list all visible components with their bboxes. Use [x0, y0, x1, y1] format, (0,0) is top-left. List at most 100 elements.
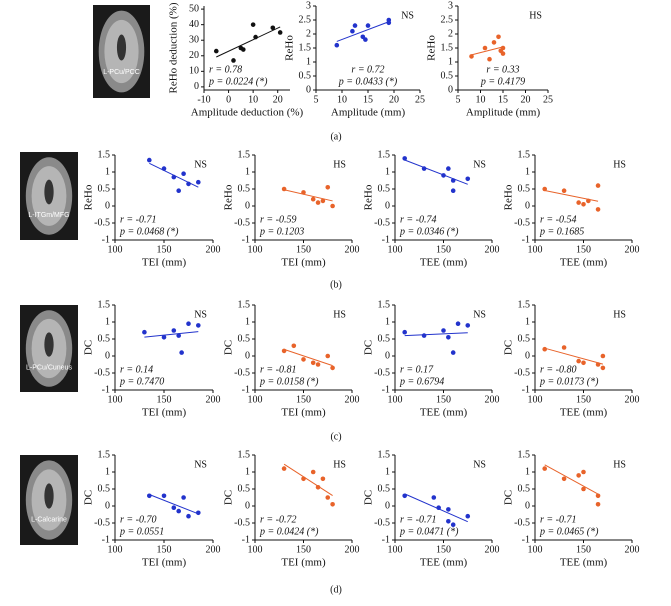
point	[179, 350, 184, 355]
point	[421, 166, 427, 171]
point	[487, 56, 492, 62]
x-axis-label: TEE (mm)	[420, 257, 468, 269]
y-axis-label: ReHo	[83, 184, 95, 210]
y-tick-label: -1	[522, 384, 530, 395]
y-tick-label: 0.5	[518, 183, 531, 194]
x-tick-label: 0	[226, 94, 231, 105]
x-tick-label: 100	[108, 544, 123, 555]
x-tick-label: 10	[476, 94, 486, 105]
point	[176, 188, 181, 193]
panel-label: (c)	[330, 431, 341, 442]
y-tick-label: -0.5	[374, 217, 390, 228]
x-tick-label: 20	[389, 94, 399, 105]
annotation: r = 0.17	[400, 364, 434, 375]
point	[147, 157, 152, 163]
y-tick-label: 20	[189, 50, 199, 61]
group-label: HS	[613, 459, 626, 470]
point	[441, 173, 446, 178]
point	[250, 22, 256, 27]
annotation: r = -0.54	[540, 214, 576, 225]
ventricle	[44, 483, 54, 509]
x-tick-label: 100	[248, 394, 263, 405]
x-tick-label: 100	[528, 544, 543, 555]
point	[402, 493, 408, 499]
x-axis-label: TEI (mm)	[281, 407, 326, 419]
x-tick-label: 200	[206, 244, 221, 255]
x-tick-label: 100	[528, 394, 543, 405]
annotation: r = -0.71	[400, 514, 436, 525]
annotation: r = -0.71	[540, 514, 576, 525]
point	[450, 178, 456, 183]
chart: -1 -0.5 0 0.5 1 1.5 100 150 200 TEI (mm) DC NS r = 0…	[83, 299, 221, 418]
chart: 0 10 20 30 40 50 -10 0 10 20 Amplitude deduction (…	[168, 2, 304, 118]
group-label: NS	[473, 459, 486, 470]
annotation: p = 0.1203	[259, 226, 304, 237]
point	[576, 473, 581, 478]
point	[196, 179, 201, 185]
x-tick-label: 200	[625, 244, 640, 255]
y-tick-label: 1	[245, 466, 250, 477]
fit-line	[283, 189, 333, 202]
point	[595, 183, 601, 188]
point	[421, 333, 427, 338]
x-tick-label: 150	[296, 544, 311, 555]
chart: -1 -0.5 0 0.5 1 1.5 100 150 200 TEE (mm) DC HS r = -…	[503, 449, 640, 568]
y-tick-label: 1.5	[238, 449, 251, 460]
point	[595, 502, 601, 507]
brain-image: L-Calcarine	[20, 455, 78, 545]
y-tick-label: -0.5	[514, 367, 530, 378]
fit-line	[283, 463, 333, 496]
point	[186, 321, 191, 327]
y-tick-label: 1.5	[378, 299, 391, 310]
y-tick-label: 1	[105, 316, 110, 327]
point	[301, 357, 306, 362]
group-label: HS	[613, 159, 626, 170]
y-tick-label: 0.5	[378, 183, 391, 194]
point	[291, 343, 297, 349]
chart: -1 -0.5 0 0.5 1 1.5 100 150 200 TEE (mm) ReHo HS r =…	[503, 149, 640, 268]
y-tick-label: 1	[105, 166, 110, 177]
chart: -1 -0.5 0 0.5 1 1.5 100 150 200 TEI (mm) ReHo NS r =…	[83, 149, 221, 268]
x-axis-label: TEI (mm)	[281, 257, 326, 269]
x-axis-label: TEI (mm)	[142, 557, 187, 569]
chart: -1 -0.5 0 0.5 1 1.5 100 150 200 TEI (mm) DC NS r = -…	[83, 449, 221, 568]
y-tick-label: 1.5	[441, 42, 454, 53]
annotation: p = 0.0346 (*)	[399, 226, 459, 237]
point	[181, 495, 186, 500]
group-label: NS	[194, 309, 207, 320]
annotation: r = -0.70	[120, 514, 156, 525]
chart: -1 -0.5 0 0.5 1 1.5 100 150 200 TEE (mm) DC NS r = -…	[363, 449, 500, 568]
annotation: r = 0.14	[120, 364, 153, 375]
point	[186, 513, 191, 519]
annotation: r = -0.74	[400, 214, 436, 225]
y-tick-label: 1	[245, 316, 250, 327]
point	[277, 30, 283, 35]
point	[446, 335, 451, 340]
point	[330, 365, 335, 371]
y-axis-label: DC	[223, 340, 235, 355]
point	[196, 323, 201, 328]
point	[469, 54, 474, 59]
y-tick-label: 2	[306, 28, 311, 39]
point	[465, 513, 471, 519]
point	[431, 495, 437, 500]
point	[542, 186, 547, 192]
y-tick-label: 1.5	[98, 299, 111, 310]
fit-line	[471, 46, 504, 56]
point	[352, 23, 358, 28]
group-label: HS	[333, 309, 346, 320]
point	[402, 329, 408, 335]
y-tick-label: 3	[306, 0, 311, 11]
y-axis-label: ReHo	[284, 35, 296, 61]
x-axis-label: TEE (mm)	[560, 407, 608, 419]
point	[171, 505, 177, 511]
y-tick-label: 0	[105, 350, 110, 361]
y-tick-label: 0.5	[98, 183, 111, 194]
chart: -1 -0.5 0 0.5 1 1.5 100 150 200 TEI (mm) DC HS r = -…	[223, 299, 360, 418]
fit-line	[544, 347, 604, 365]
y-axis-label: ReHo deduction (%)	[168, 2, 180, 93]
y-tick-label: 1	[385, 466, 390, 477]
point	[281, 348, 287, 354]
point	[325, 185, 331, 190]
